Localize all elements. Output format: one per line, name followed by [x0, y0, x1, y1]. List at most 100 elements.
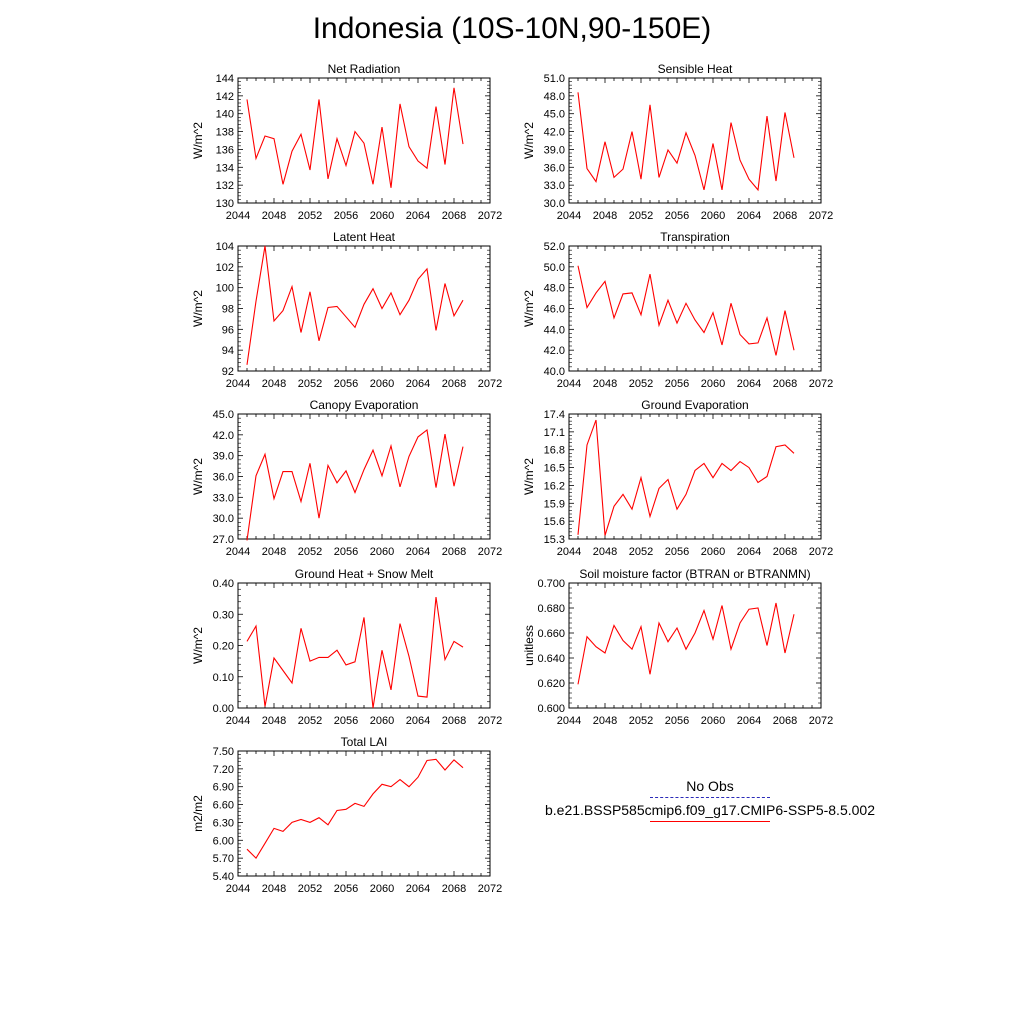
- canopy-evaporation-ytick-label: 36.0: [213, 472, 234, 484]
- net-radiation-ytick-label: 130: [216, 198, 234, 210]
- net-radiation-ytick-label: 132: [216, 180, 234, 192]
- ground-evaporation-frame: [568, 413, 822, 540]
- ground-heat-snow-melt-ylabel: W/m^2: [191, 627, 205, 664]
- transpiration-frame: [568, 245, 822, 372]
- soil-moisture-factor-btran-or-btranmn-ytick-label: 0.640: [537, 653, 565, 665]
- ground-evaporation-ytick-label: 15.6: [544, 516, 565, 528]
- total-lai-ytick-label: 6.00: [213, 835, 234, 847]
- total-lai-xtick-label: 2068: [442, 883, 466, 895]
- ground-heat-snow-melt-xtick-label: 2064: [406, 715, 430, 727]
- ground-heat-snow-melt-xtick-label: 2072: [478, 715, 502, 727]
- total-lai-ylabel: m2/m2: [191, 795, 205, 832]
- latent-heat-ytick-label: 96: [222, 324, 234, 336]
- canopy-evaporation-xtick-label: 2068: [442, 546, 466, 558]
- canopy-evaporation-xtick-label: 2064: [406, 546, 430, 558]
- canopy-evaporation-xtick-label: 2052: [298, 546, 322, 558]
- soil-moisture-factor-btran-or-btranmn-xtick-label: 2072: [809, 715, 833, 727]
- latent-heat-ytick-label: 94: [222, 345, 234, 357]
- transpiration-xtick-label: 2052: [629, 378, 653, 390]
- sensible-heat-series-line: [577, 92, 795, 192]
- ground-heat-snow-melt-xtick-label: 2048: [262, 715, 286, 727]
- total-lai-xtick-label: 2044: [226, 883, 250, 895]
- legend-model-line: [650, 821, 770, 822]
- legend-model-label: b.e21.BSSP585cmip6.f09_g17.CMIP6-SSP5-8.…: [545, 802, 875, 818]
- soil-moisture-factor-btran-or-btranmn-xtick-label: 2044: [557, 715, 581, 727]
- ground-heat-snow-melt-xtick-label: 2060: [370, 715, 394, 727]
- sensible-heat-ytick-label: 33.0: [544, 180, 565, 192]
- ground-heat-snow-melt-series-line: [246, 597, 464, 709]
- transpiration-ytick-label: 48.0: [544, 283, 565, 295]
- ground-evaporation-series-line: [577, 419, 795, 536]
- ground-heat-snow-melt-ytick-label: 0.00: [213, 703, 234, 715]
- latent-heat-series-line: [246, 245, 464, 365]
- soil-moisture-factor-btran-or-btranmn-title: Soil moisture factor (BTRAN or BTRANMN): [579, 567, 810, 581]
- latent-heat-ylabel: W/m^2: [191, 290, 205, 327]
- soil-moisture-factor-btran-or-btranmn-xtick-label: 2064: [737, 715, 761, 727]
- total-lai-ytick-label: 5.70: [213, 853, 234, 865]
- transpiration-xtick-label: 2044: [557, 378, 581, 390]
- canopy-evaporation-ytick-label: 30.0: [213, 513, 234, 525]
- total-lai-ytick-label: 5.40: [213, 871, 234, 883]
- total-lai-series-line: [246, 758, 464, 859]
- ground-evaporation-ytick-label: 15.9: [544, 498, 565, 510]
- latent-heat-ytick-label: 98: [222, 304, 234, 316]
- net-radiation-xtick-label: 2056: [334, 210, 358, 222]
- canopy-evaporation-xtick-label: 2056: [334, 546, 358, 558]
- ground-evaporation-ylabel: W/m^2: [522, 458, 536, 495]
- net-radiation-ytick-label: 134: [216, 162, 234, 174]
- sensible-heat-ylabel: W/m^2: [522, 122, 536, 159]
- total-lai-xtick-label: 2048: [262, 883, 286, 895]
- latent-heat-xtick-label: 2044: [226, 378, 250, 390]
- latent-heat-title: Latent Heat: [333, 230, 396, 244]
- canopy-evaporation-xtick-label: 2044: [226, 546, 250, 558]
- total-lai-ytick-label: 6.60: [213, 800, 234, 812]
- net-radiation-ytick-label: 136: [216, 144, 234, 156]
- net-radiation-xtick-label: 2052: [298, 210, 322, 222]
- soil-moisture-factor-btran-or-btranmn-xtick-label: 2056: [665, 715, 689, 727]
- net-radiation-xtick-label: 2072: [478, 210, 502, 222]
- net-radiation-ylabel: W/m^2: [191, 122, 205, 159]
- latent-heat-ytick-label: 104: [216, 241, 234, 253]
- soil-moisture-factor-btran-or-btranmn-xtick-label: 2048: [593, 715, 617, 727]
- soil-moisture-factor-btran-or-btranmn-ytick-label: 0.660: [537, 628, 565, 640]
- transpiration-ytick-label: 50.0: [544, 262, 565, 274]
- canopy-evaporation-ytick-label: 27.0: [213, 534, 234, 546]
- legend-obs-line: [650, 797, 770, 798]
- canopy-evaporation-xtick-label: 2060: [370, 546, 394, 558]
- ground-evaporation-xtick-label: 2052: [629, 546, 653, 558]
- sensible-heat-xtick-label: 2048: [593, 210, 617, 222]
- soil-moisture-factor-btran-or-btranmn-xtick-label: 2068: [773, 715, 797, 727]
- transpiration-title: Transpiration: [660, 230, 730, 244]
- net-radiation-xtick-label: 2064: [406, 210, 430, 222]
- soil-moisture-factor-btran-or-btranmn-ytick-label: 0.680: [537, 603, 565, 615]
- ground-evaporation-ytick-label: 16.5: [544, 463, 565, 475]
- sensible-heat-xtick-label: 2068: [773, 210, 797, 222]
- total-lai-ytick-label: 6.90: [213, 782, 234, 794]
- soil-moisture-factor-btran-or-btranmn-xtick-label: 2052: [629, 715, 653, 727]
- soil-moisture-factor-btran-or-btranmn-series-line: [577, 602, 795, 685]
- net-radiation-ytick-label: 142: [216, 91, 234, 103]
- net-radiation-ytick-label: 138: [216, 127, 234, 139]
- latent-heat-xtick-label: 2068: [442, 378, 466, 390]
- sensible-heat-xtick-label: 2064: [737, 210, 761, 222]
- transpiration-ytick-label: 44.0: [544, 324, 565, 336]
- ground-heat-snow-melt-title: Ground Heat + Snow Melt: [295, 567, 434, 581]
- soil-moisture-factor-btran-or-btranmn-ylabel: unitless: [522, 625, 536, 666]
- transpiration-series-line: [577, 265, 795, 356]
- sensible-heat-ytick-label: 30.0: [544, 198, 565, 210]
- ground-evaporation-ytick-label: 15.3: [544, 534, 565, 546]
- net-radiation-xtick-label: 2044: [226, 210, 250, 222]
- total-lai-title: Total LAI: [341, 735, 388, 749]
- sensible-heat-ytick-label: 42.0: [544, 127, 565, 139]
- sensible-heat-xtick-label: 2060: [701, 210, 725, 222]
- latent-heat-ytick-label: 92: [222, 366, 234, 378]
- latent-heat-ytick-label: 102: [216, 262, 234, 274]
- canopy-evaporation-xtick-label: 2048: [262, 546, 286, 558]
- page-title: Indonesia (10S-10N,90-150E): [312, 12, 712, 45]
- net-radiation-series-line: [246, 87, 464, 188]
- net-radiation-ytick-label: 144: [216, 73, 234, 85]
- sensible-heat-xtick-label: 2072: [809, 210, 833, 222]
- canopy-evaporation-ytick-label: 45.0: [213, 409, 234, 421]
- sensible-heat-frame: [568, 77, 822, 204]
